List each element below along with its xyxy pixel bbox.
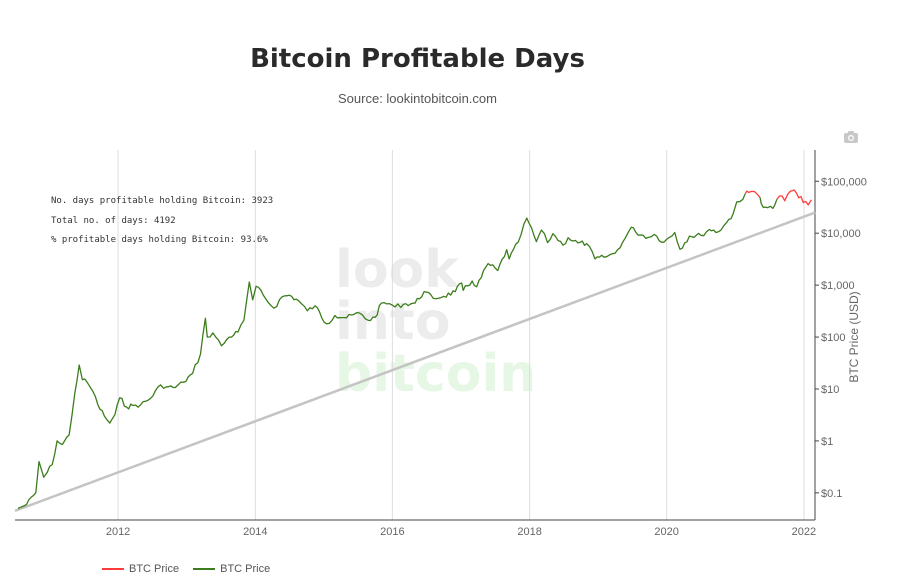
watermark-look: look [335, 240, 460, 300]
legend-item-red[interactable]: BTC Price [102, 563, 179, 575]
x-tick-label: 2014 [243, 526, 267, 538]
legend-label-green: BTC Price [220, 563, 271, 575]
camera-icon[interactable] [843, 130, 859, 144]
x-tick-label: 2016 [380, 526, 404, 538]
x-tick-label: 2020 [654, 526, 678, 538]
stat-total-days: Total no. of days: 4192 [51, 215, 176, 226]
chart-subtitle: Source: lookintobitcoin.com [338, 91, 497, 106]
y-tick-label: $10,000 [821, 228, 861, 240]
y-tick-label: $10 [821, 384, 839, 396]
x-tick-label: 2018 [517, 526, 541, 538]
stat-percent-profitable: % profitable days holding Bitcoin: 93.6% [51, 235, 268, 245]
legend-item-green[interactable]: BTC Price [193, 563, 270, 575]
watermark: look into bitcoin [335, 240, 536, 404]
price-chart[interactable]: look into bitcoin 2012 2014 2016 2018 2020 20… [0, 0, 899, 560]
chart-title: Bitcoin Profitable Days [250, 44, 585, 74]
x-tick-label: 2012 [106, 526, 130, 538]
stat-profitable-days: No. days profitable holding Bitcoin: 392… [51, 196, 274, 206]
btc-price-series-3[interactable] [776, 189, 812, 206]
trend-line [14, 211, 816, 513]
y-tick-label: $100,000 [821, 176, 867, 188]
x-tick-label: 2022 [792, 526, 816, 538]
stats-box: No. days profitable holding Bitcoin: 392… [51, 192, 273, 251]
y-tick-label: $100 [821, 332, 845, 344]
series [17, 189, 812, 510]
legend-label-red: BTC Price [129, 563, 180, 575]
y-tick-label: $1,000 [821, 280, 855, 292]
trend-line [14, 211, 816, 513]
btc-price-series-1[interactable] [744, 190, 761, 198]
y-tick-label: $1 [821, 436, 833, 448]
legend: BTC Price BTC Price [102, 563, 270, 575]
y-axis-label: BTC Price (USD) [847, 291, 861, 382]
grid [117, 150, 805, 520]
y-tick-label: $0.1 [821, 488, 842, 500]
axes: 2012 2014 2016 2018 2020 2022 $0.1 $1 $10 $100 $1,… [15, 150, 867, 538]
legend-swatch-green [193, 568, 216, 570]
btc-price-series-2[interactable] [759, 197, 778, 210]
btc-price-series-0[interactable] [17, 194, 746, 510]
legend-swatch-red [102, 568, 124, 570]
